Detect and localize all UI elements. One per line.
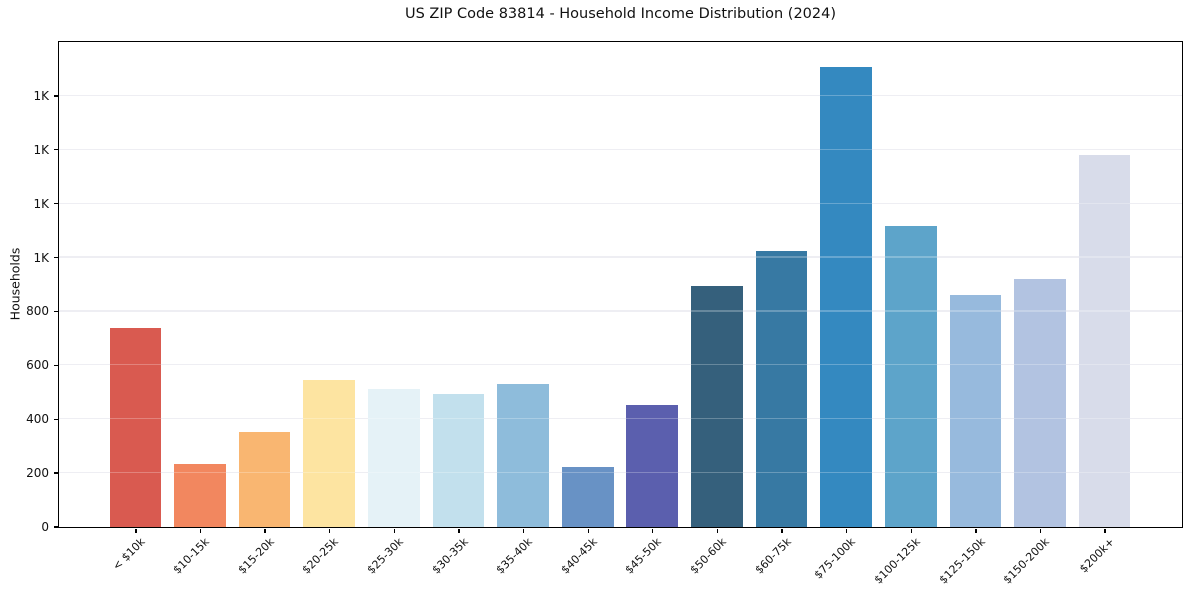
y-tick-mark [53, 203, 58, 205]
x-tick-label-text: < $10k [109, 535, 148, 573]
gridline-overlay [58, 472, 1182, 474]
x-tick-mark [846, 528, 848, 533]
x-tick-mark [1039, 528, 1042, 533]
x-tick-label-text: $35-40k [493, 535, 536, 577]
bar-25-30k [368, 388, 420, 527]
gridline-overlay [58, 202, 1182, 204]
bar-50-60k [691, 285, 743, 527]
gridline-overlay [58, 148, 1182, 150]
gridline-overlay [58, 94, 1182, 96]
bar-125-150k [949, 294, 1002, 527]
bar-45-50k [626, 404, 679, 527]
x-tick-mark [587, 528, 589, 533]
x-tick-label-text: $60-75k [752, 535, 794, 577]
x-tick-label-text: $150-200k [1000, 535, 1052, 587]
x-tick-label-text: $125-150k [936, 535, 988, 587]
y-tick-mark [53, 418, 58, 420]
bar-75-100k [820, 67, 872, 527]
y-tick-mark [53, 364, 58, 366]
plot-area [57, 40, 1183, 528]
x-tick-mark [975, 528, 977, 533]
x-tick-label-text: $100-125k [871, 535, 923, 587]
gridline [58, 256, 1182, 258]
x-tick-label-text: $10-15k [170, 535, 212, 577]
bar-60-75k [755, 251, 808, 527]
x-tick-mark [1104, 528, 1106, 533]
bar-200k [1078, 155, 1131, 527]
x-tick-label-text: $45-50k [623, 535, 665, 577]
gridline-overlay [58, 256, 1182, 258]
bar-20-25k [303, 379, 356, 527]
gridline [58, 418, 1182, 420]
x-tick-label-text: $20-25k [299, 535, 342, 577]
gridline [58, 310, 1182, 312]
bar-10k [109, 328, 162, 527]
y-tick-mark [53, 310, 58, 313]
bar-35-40k [497, 383, 549, 527]
x-tick-mark [329, 528, 331, 533]
y-tick-mark [53, 256, 58, 259]
y-tick-label: 200 [26, 466, 49, 481]
gridline-overlay [58, 418, 1182, 420]
y-tick-mark [53, 526, 58, 528]
bar-100-125k [884, 226, 937, 527]
y-tick-mark [53, 149, 58, 151]
gridline [58, 94, 1182, 96]
x-tick-mark [393, 528, 395, 533]
gridline [58, 148, 1182, 150]
x-tick-mark [522, 528, 525, 533]
x-tick-mark [458, 528, 460, 533]
y-tick-mark [53, 95, 58, 97]
y-tick-label: 1K [33, 196, 49, 211]
y-tick-label: 1K [33, 142, 49, 157]
y-tick-label: 1K [33, 88, 49, 103]
gridline-overlay [58, 364, 1182, 366]
x-tick-mark [199, 528, 202, 533]
gridline [58, 472, 1182, 474]
x-tick-label-text: $25-30k [364, 535, 406, 577]
x-tick-mark [781, 528, 783, 533]
gridline-overlay [58, 310, 1182, 312]
bar-150-200k [1014, 278, 1066, 527]
y-tick-label: 400 [26, 412, 49, 427]
x-tick-mark [910, 528, 912, 533]
x-tick-mark [264, 528, 266, 533]
x-tick-mark [652, 528, 654, 533]
chart-title: US ZIP Code 83814 - Household Income Dis… [404, 6, 837, 22]
x-tick-label-text: $200k+ [1076, 535, 1117, 576]
x-tick-mark [716, 528, 719, 533]
bar-10-15k [174, 463, 226, 527]
y-tick-label: 800 [26, 304, 49, 319]
y-tick-label: 600 [26, 358, 49, 373]
bar-15-20k [238, 431, 291, 527]
gridline [58, 202, 1182, 204]
x-tick-label-text: $15-20k [235, 535, 277, 577]
x-tick-mark [135, 528, 137, 533]
y-tick-label: 0 [41, 520, 49, 534]
x-tick-label-text: $50-60k [687, 535, 729, 577]
y-tick-label: 1K [33, 250, 49, 265]
gridline [58, 364, 1182, 366]
bar-30-35k [432, 394, 485, 527]
bar-40-45k [561, 466, 614, 527]
x-tick-label-text: $75-100k [811, 535, 859, 582]
x-tick-label-text: $40-45k [558, 535, 600, 577]
x-tick-label-text: $30-35k [429, 535, 471, 577]
y-tick-mark [53, 472, 58, 474]
